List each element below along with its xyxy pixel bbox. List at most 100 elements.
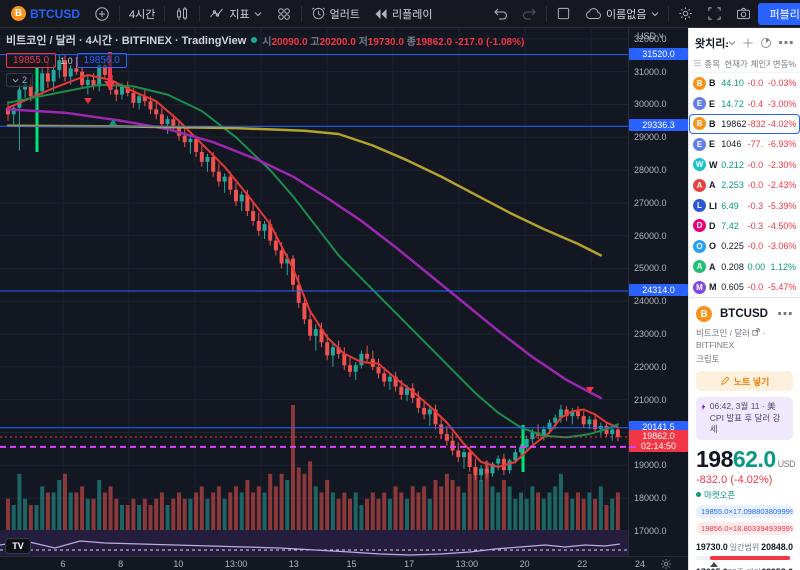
price-tick: 25000.0 xyxy=(634,263,667,274)
currency-label: USD xyxy=(637,31,657,41)
watchlist-rows: B B 44.10 -0.0 -0.03% E E 14.72 -0.4 -3.00% B B 1986… xyxy=(689,73,800,297)
pie-clock-icon[interactable] xyxy=(760,37,772,49)
screenshot-button[interactable] xyxy=(729,3,758,25)
row-change: -0.0 xyxy=(747,282,764,293)
toolbar-separator xyxy=(119,5,120,22)
price-chart[interactable] xyxy=(0,28,628,556)
asset-type-label: 크립토 xyxy=(696,354,720,365)
watchlist-row[interactable]: B B 19862 -832 -4.02% xyxy=(689,113,800,135)
ask-price-box[interactable]: 19856.0 xyxy=(76,53,127,68)
chevron-down-icon[interactable] xyxy=(728,39,736,47)
price-tick: 21000.0 xyxy=(634,394,667,405)
watchlist-row[interactable]: E E 1046 -77. -6.93% xyxy=(689,134,800,154)
market-open-dot xyxy=(696,492,701,498)
detail-description: 비트코인 / 달러 · BITFINEX xyxy=(696,328,766,350)
publish-button[interactable]: 퍼블리시 xyxy=(757,2,800,25)
current-price-value: 19862.0 xyxy=(642,431,675,441)
add-symbol-icon[interactable] xyxy=(742,37,754,49)
redo-icon xyxy=(523,8,536,20)
detail-symbol-title[interactable]: BTCUSD xyxy=(720,308,768,321)
watchlist-row[interactable]: W W 0.212 -0.0 -2.30% xyxy=(689,155,800,175)
replay-button[interactable]: 리플레이 xyxy=(367,3,439,25)
watchlist-row[interactable]: D D 7.42 -0.3 -4.50% xyxy=(689,216,800,236)
time-tick: 10 xyxy=(173,559,184,569)
watchlist-title[interactable]: 왓치리스트 xyxy=(695,38,728,50)
detail-more-icon[interactable]: ⋯ xyxy=(777,306,793,324)
price-tick: 23000.0 xyxy=(634,329,667,340)
row-symbol: M xyxy=(709,282,717,293)
settings-button[interactable] xyxy=(671,3,700,25)
add-note-button[interactable]: 노트 넣기 xyxy=(696,371,793,392)
time-tick: 17 xyxy=(404,559,415,569)
row-last-price: 6.49 xyxy=(721,200,739,211)
more-menu-icon[interactable]: ⋯ xyxy=(778,35,794,52)
time-axis[interactable]: 6 8 10 13:00 13 15 17 13:00 20 22 24 xyxy=(0,556,688,570)
col-last[interactable]: 현재가 xyxy=(724,59,748,69)
indicator-count: 2 xyxy=(22,75,28,85)
row-last-price: 2.253 xyxy=(721,180,744,191)
watchlist-row[interactable]: L LI 6.49 -0.3 -5.39% xyxy=(689,195,800,215)
col-change[interactable]: 체인지 xyxy=(750,59,770,69)
price-tick: 30000.0 xyxy=(634,99,667,110)
bid-price-box[interactable]: 19855.0 xyxy=(6,53,57,68)
alert-button[interactable]: 얼러트 xyxy=(304,3,367,25)
row-change-pct: -0.03% xyxy=(767,78,796,89)
compare-add-button[interactable] xyxy=(87,3,117,25)
save-layout-button[interactable]: 이름없음 xyxy=(578,3,665,25)
indicators-icon xyxy=(210,8,224,17)
layout-grid-button[interactable] xyxy=(269,3,299,25)
currency-selector[interactable]: USD ˅ xyxy=(637,31,664,41)
high-label: 고 xyxy=(310,36,320,48)
coin-icon: O xyxy=(693,239,706,253)
undo-button[interactable] xyxy=(486,3,515,25)
time-tick: 8 xyxy=(118,559,124,569)
tradingview-logo[interactable]: TV xyxy=(5,538,31,554)
row-last-price: 19862 xyxy=(721,118,747,129)
gear-icon xyxy=(678,7,692,20)
interval-button[interactable]: 4시간 xyxy=(122,3,162,25)
chart-style-button[interactable] xyxy=(167,3,197,25)
price-axis[interactable]: USD ˅ 32000.0 31000.0 30000.0 29000.0 28000.… xyxy=(628,28,688,556)
col-symbol[interactable]: 종목 xyxy=(693,58,724,70)
watchlist-row[interactable]: O O 0.225 -0.0 -3.06% xyxy=(689,236,800,256)
symbol-detail: B BTCUSD ⋯ 비트코인 / 달러 · BITFINEX 크립토 노트 넣… xyxy=(689,297,800,570)
indicator-collapse-toggle[interactable]: 2 xyxy=(6,73,34,87)
legend-ohlc: 시20090.0 고20200.0 저19730.0 종19862.0 -217… xyxy=(262,33,524,48)
watchlist-row[interactable]: B B 44.10 -0.0 -0.03% xyxy=(689,73,800,93)
week52-low: 17605.0 xyxy=(696,567,728,570)
axis-settings-gear-icon[interactable] xyxy=(660,558,672,570)
symbol-button[interactable]: B BTCUSD xyxy=(4,3,87,25)
legend-symbol-line[interactable]: 비트코인 / 달러 · 4시간 · BITFINEX · TradingView xyxy=(6,35,247,47)
fullscreen-icon xyxy=(707,7,721,20)
time-tick: 20 xyxy=(519,559,530,569)
toolbar-separator xyxy=(546,5,548,22)
indicators-button[interactable]: 지표 xyxy=(202,3,268,25)
bar-countdown: 02:14:50 xyxy=(640,441,677,451)
col-change-pct[interactable]: 변동% xyxy=(772,59,796,69)
watchlist-row[interactable]: A A 2.253 -0.0 -2.43% xyxy=(689,175,800,195)
last-price: 19862.0 USD xyxy=(696,445,796,472)
open-label: 시 xyxy=(262,36,272,48)
select-layout-button[interactable] xyxy=(549,3,578,25)
coin-icon: A xyxy=(693,260,706,274)
coin-icon: L xyxy=(693,199,706,213)
watchlist-column-headers: 종목 현재가 체인지 변동% xyxy=(689,56,800,73)
row-symbol: A xyxy=(709,180,716,191)
fullscreen-button[interactable] xyxy=(700,3,729,25)
watchlist-row[interactable]: M M 0.605 -0.0 -5.47% xyxy=(689,277,800,297)
coin-icon: E xyxy=(693,97,706,111)
watchlist-row[interactable]: A A 0.208 0.00 1.12% xyxy=(689,257,800,277)
price-tick: 32000.0 xyxy=(634,33,667,44)
chevron-down-icon xyxy=(651,11,658,16)
day-low: 19730.0 xyxy=(696,541,728,552)
toolbar-left: B BTCUSD 4시간 지표 얼러 xyxy=(4,0,439,27)
row-last-price: 14.72 xyxy=(721,98,744,109)
time-tick: 13 xyxy=(288,559,299,569)
redo-button[interactable] xyxy=(515,3,544,25)
external-link-icon[interactable] xyxy=(752,328,760,336)
row-change-pct: -5.39% xyxy=(767,200,796,211)
watchlist-row[interactable]: E E 14.72 -0.4 -3.00% xyxy=(689,93,800,113)
daily-range: 19730.0 일간범위 20848.0 xyxy=(696,541,793,567)
news-flash-item[interactable]: 06:42, 3월 11 · 美 CPI 발표 후 달러 강세 xyxy=(696,397,793,440)
price-tick: 17000.0 xyxy=(634,525,667,536)
